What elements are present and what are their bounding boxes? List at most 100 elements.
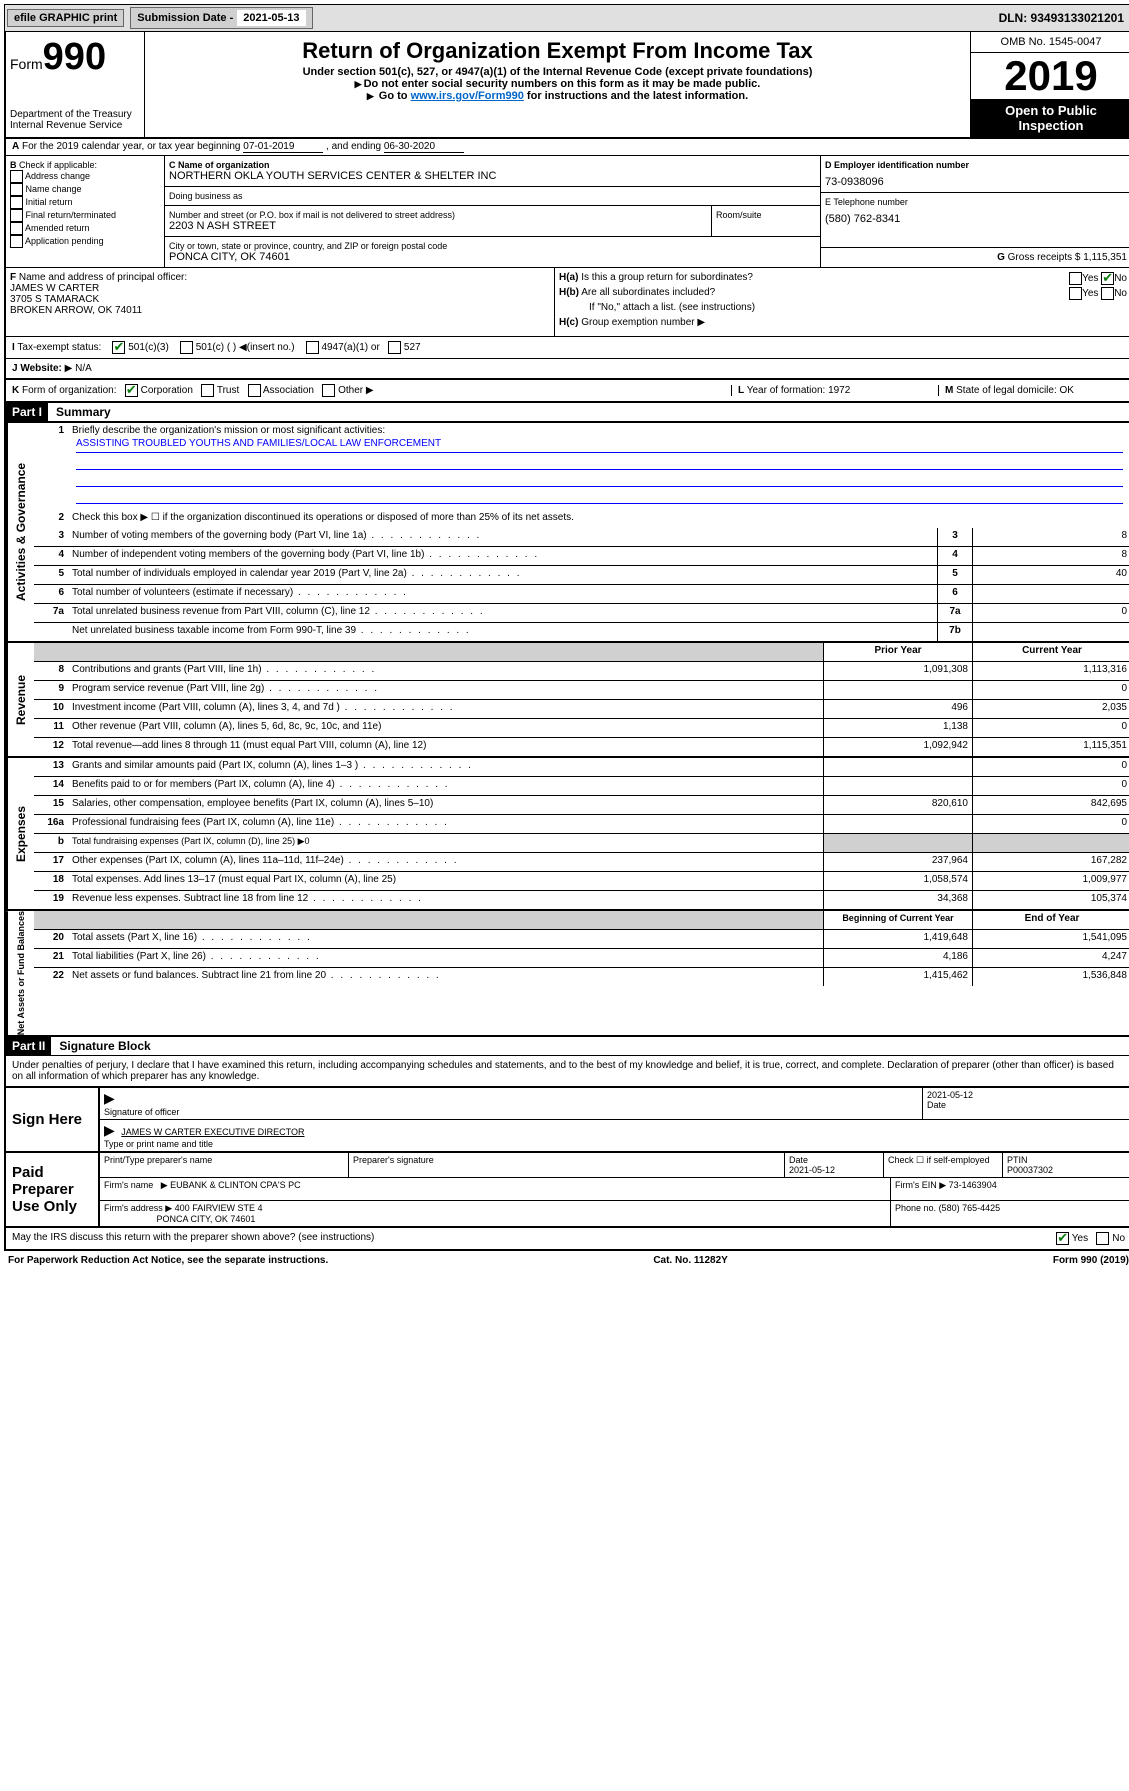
checkbox-501c3[interactable]: [112, 341, 125, 354]
l21-end: 4,247: [972, 949, 1129, 967]
vlabel-governance: Activities & Governance: [6, 423, 34, 641]
l17-prior: 237,964: [823, 853, 972, 871]
checkbox-corp[interactable]: [125, 384, 138, 397]
l-letter: L: [738, 385, 744, 396]
l-text: Year of formation:: [747, 385, 828, 396]
net-h-end: End of Year: [972, 911, 1129, 929]
efile-button[interactable]: efile GRAPHIC print: [7, 9, 124, 27]
checkbox-4947[interactable]: [306, 341, 319, 354]
officer-name: JAMES W CARTER: [10, 283, 99, 294]
ha-yes-checkbox[interactable]: [1069, 272, 1082, 285]
l5-num: 5: [34, 566, 68, 584]
form-number: Form990: [10, 36, 140, 79]
l12-prior: 1,092,942: [823, 738, 972, 756]
block-f-h: F Name and address of principal officer:…: [4, 268, 1129, 337]
l18-desc: Total expenses. Add lines 13–17 (must eq…: [68, 872, 823, 890]
checkbox-assoc[interactable]: [248, 384, 261, 397]
prep-sig-label: Preparer's signature: [349, 1153, 785, 1177]
line-17: 17 Other expenses (Part IX, column (A), …: [34, 853, 1129, 872]
l6-desc-text: Total number of volunteers (estimate if …: [72, 587, 293, 598]
checkbox-name-change[interactable]: [10, 183, 23, 196]
line-10: 10 Investment income (Part VIII, column …: [34, 700, 1129, 719]
checkbox-other[interactable]: [322, 384, 335, 397]
l2-desc: Check this box ▶ ☐ if the organization d…: [68, 510, 1129, 528]
l4-desc-text: Number of independent voting members of …: [72, 549, 424, 560]
col-f-letter: F: [10, 272, 16, 283]
hb-no-checkbox[interactable]: [1101, 287, 1114, 300]
paid-preparer-row: Paid Preparer Use Only Print/Type prepar…: [6, 1151, 1129, 1226]
net-h-beg: Beginning of Current Year: [823, 911, 972, 929]
sig-date-label: Date: [927, 1100, 946, 1110]
sig-officer-cell[interactable]: Signature of officer: [100, 1088, 923, 1119]
part1-badge: Part I: [6, 403, 48, 421]
l19-desc-text: Revenue less expenses. Subtract line 18 …: [72, 893, 308, 904]
col-deg: D Employer identification number 73-0938…: [821, 156, 1129, 267]
irs-link[interactable]: www.irs.gov/Form990: [411, 90, 524, 102]
l7a-num: 7a: [34, 604, 68, 622]
ha-no-checkbox[interactable]: [1101, 272, 1114, 285]
sig-name-value: JAMES W CARTER EXECUTIVE DIRECTOR: [121, 1127, 304, 1137]
prep-line-1: Print/Type preparer's name Preparer's si…: [100, 1153, 1129, 1178]
mission-line2: [76, 455, 1123, 470]
checkbox-501c[interactable]: [180, 341, 193, 354]
l21-num: 21: [34, 949, 68, 967]
checkbox-trust[interactable]: [201, 384, 214, 397]
l18-num: 18: [34, 872, 68, 890]
checkbox-app-pending[interactable]: [10, 235, 23, 248]
vlabel-net: Net Assets or Fund Balances: [6, 911, 34, 1035]
discuss-yes-checkbox[interactable]: [1056, 1232, 1069, 1245]
col-h-group: H(a) Is this a group return for subordin…: [555, 268, 1129, 336]
discuss-no-checkbox[interactable]: [1096, 1232, 1109, 1245]
line-5: 5 Total number of individuals employed i…: [34, 566, 1129, 585]
l20-desc: Total assets (Part X, line 16): [68, 930, 823, 948]
l7a-box: 7a: [937, 604, 972, 622]
revenue-body: Prior Year Current Year 8 Contributions …: [34, 643, 1129, 756]
part2-header-row: Part II Signature Block: [4, 1037, 1129, 1056]
checkbox-527[interactable]: [388, 341, 401, 354]
l8-prior: 1,091,308: [823, 662, 972, 680]
checkbox-amended[interactable]: [10, 222, 23, 235]
section-revenue: Revenue Prior Year Current Year 8 Contri…: [4, 643, 1129, 758]
line-21: 21 Total liabilities (Part X, line 26) 4…: [34, 949, 1129, 968]
l9-curr: 0: [972, 681, 1129, 699]
line-16b: b Total fundraising expenses (Part IX, c…: [34, 834, 1129, 853]
submission-date-label: Submission Date -: [137, 12, 233, 24]
opt-final: Final return/terminated: [26, 210, 117, 220]
l4-num: 4: [34, 547, 68, 565]
opt-pending: Application pending: [25, 236, 104, 246]
l20-num: 20: [34, 930, 68, 948]
street-label: Number and street (or P.O. box if mail i…: [169, 210, 707, 220]
col-f-officer: F Name and address of principal officer:…: [6, 268, 555, 336]
checkbox-address-change[interactable]: [10, 170, 23, 183]
l22-desc: Net assets or fund balances. Subtract li…: [68, 968, 823, 986]
l1-desc-text: Briefly describe the organization's miss…: [72, 425, 385, 436]
l16b-prior: [823, 834, 972, 852]
prep-line-3: Firm's address ▶ 400 FAIRVIEW STE 4 PONC…: [100, 1201, 1129, 1226]
checkbox-final-return[interactable]: [10, 209, 23, 222]
form-note2: Go to www.irs.gov/Form990 for instructio…: [151, 90, 964, 102]
l21-beg: 4,186: [823, 949, 972, 967]
l16a-desc: Professional fundraising fees (Part IX, …: [68, 815, 823, 833]
firm-ein-cell: Firm's EIN ▶ 73-1463904: [891, 1178, 1129, 1200]
header-left-col: Form990 Department of the Treasury Inter…: [6, 32, 145, 137]
l16b-num: b: [34, 834, 68, 852]
section-expenses: Expenses 13 Grants and similar amounts p…: [4, 758, 1129, 911]
firm-city-val: PONCA CITY, OK 74601: [157, 1214, 256, 1224]
hb-yesno: Yes No: [1069, 287, 1127, 300]
form-header: Form990 Department of the Treasury Inter…: [4, 32, 1129, 139]
hb-yes-checkbox[interactable]: [1069, 287, 1082, 300]
omb-number: OMB No. 1545-0047: [971, 32, 1129, 53]
line-19: 19 Revenue less expenses. Subtract line …: [34, 891, 1129, 909]
row-k-form-org: K Form of organization: Corporation Trus…: [4, 380, 1129, 403]
firm-name-label: Firm's name: [104, 1180, 153, 1190]
discuss-row: May the IRS discuss this return with the…: [4, 1228, 1129, 1251]
section-governance: Activities & Governance 1 Briefly descri…: [4, 423, 1129, 643]
l14-curr: 0: [972, 777, 1129, 795]
open-public-badge: Open to Public Inspection: [971, 99, 1129, 137]
l12-desc: Total revenue—add lines 8 through 11 (mu…: [68, 738, 823, 756]
l17-desc-text: Other expenses (Part IX, column (A), lin…: [72, 855, 344, 866]
checkbox-initial-return[interactable]: [10, 196, 23, 209]
rev-h-desc: [68, 643, 823, 661]
l15-prior: 820,610: [823, 796, 972, 814]
l7a-val: 0: [972, 604, 1129, 622]
